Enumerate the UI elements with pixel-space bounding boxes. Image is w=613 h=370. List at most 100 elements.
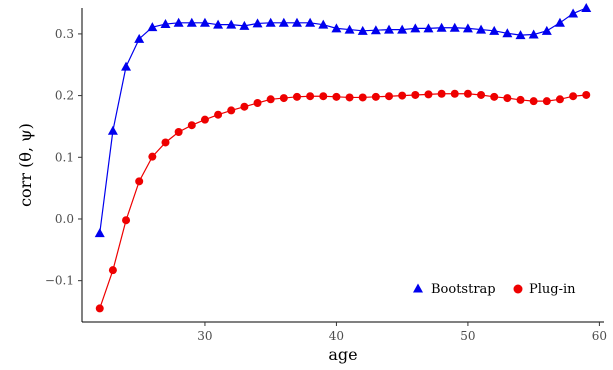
data-point-plug-in: [490, 92, 499, 101]
data-point-plug-in: [214, 110, 223, 119]
data-point-plug-in: [542, 97, 551, 106]
data-point-bootstrap: [436, 22, 447, 32]
data-point-bootstrap: [199, 17, 210, 27]
legend-plugin-circle-icon: [513, 284, 523, 294]
data-point-plug-in: [529, 97, 538, 106]
data-point-bootstrap: [173, 17, 184, 27]
data-point-bootstrap: [515, 30, 526, 40]
data-point-bootstrap: [331, 23, 342, 33]
data-point-bootstrap: [160, 19, 171, 29]
y-tick-label: −0.1: [45, 274, 74, 288]
data-point-bootstrap: [449, 22, 460, 32]
y-axis-ticks: −0.1 0.0 0.1 0.2 0.3: [45, 27, 82, 288]
data-point-plug-in: [95, 304, 104, 313]
data-point-plug-in: [385, 92, 394, 101]
data-point-plug-in: [555, 95, 564, 104]
data-point-plug-in: [398, 91, 407, 100]
legend-plugin-label: Plug-in: [529, 282, 576, 297]
data-point-bootstrap: [213, 19, 224, 29]
data-point-plug-in: [569, 92, 578, 101]
y-tick-label: 0.1: [55, 150, 74, 164]
data-point-plug-in: [463, 89, 472, 98]
data-point-plug-in: [503, 94, 512, 103]
data-point-bootstrap: [370, 25, 381, 35]
data-point-plug-in: [108, 266, 117, 275]
data-point-bootstrap: [489, 25, 500, 35]
series-line-bootstrap: [99, 7, 587, 234]
y-axis-title: corr (θ, ψ): [16, 123, 35, 207]
data-point-bootstrap: [502, 28, 513, 38]
data-point-bootstrap: [462, 23, 473, 33]
data-point-plug-in: [187, 121, 196, 130]
data-point-bootstrap: [186, 17, 197, 27]
data-point-bootstrap: [568, 8, 579, 18]
data-point-plug-in: [292, 92, 301, 101]
data-point-bootstrap: [528, 29, 539, 39]
data-point-plug-in: [332, 92, 341, 101]
series-bootstrap: [94, 3, 592, 238]
data-point-plug-in: [174, 127, 183, 136]
data-point-plug-in: [424, 90, 433, 99]
data-point-bootstrap: [107, 125, 118, 135]
data-point-bootstrap: [226, 19, 237, 29]
y-tick-label: 0.3: [55, 27, 74, 41]
y-tick-label: 0.2: [55, 89, 74, 103]
data-point-plug-in: [227, 106, 236, 115]
series-plug-in: [95, 89, 591, 313]
data-point-plug-in: [437, 89, 446, 98]
y-tick-label: 0.0: [55, 212, 74, 226]
data-point-bootstrap: [252, 18, 263, 28]
legend-bootstrap-triangle-icon: [413, 283, 423, 293]
legend: Bootstrap Plug-in: [413, 282, 576, 297]
x-axis-ticks: 30 40 50 60: [197, 322, 607, 343]
legend-bootstrap-label: Bootstrap: [431, 282, 496, 297]
data-point-plug-in: [477, 90, 486, 99]
data-point-plug-in: [200, 115, 209, 124]
data-point-bootstrap: [291, 17, 302, 27]
data-point-bootstrap: [265, 17, 276, 27]
data-point-plug-in: [516, 95, 525, 104]
data-point-plug-in: [148, 152, 157, 161]
data-point-plug-in: [266, 95, 275, 104]
data-point-bootstrap: [357, 25, 368, 35]
data-point-plug-in: [450, 89, 459, 98]
series-layer: [94, 3, 592, 313]
data-point-bootstrap: [305, 17, 316, 27]
data-point-plug-in: [371, 92, 380, 101]
data-point-bootstrap: [410, 23, 421, 33]
data-point-plug-in: [122, 216, 131, 225]
data-point-plug-in: [358, 93, 367, 102]
data-point-bootstrap: [476, 24, 487, 34]
data-point-bootstrap: [554, 17, 565, 27]
data-point-plug-in: [253, 99, 262, 108]
data-point-plug-in: [240, 102, 249, 111]
data-point-bootstrap: [344, 24, 355, 34]
data-point-plug-in: [306, 92, 315, 101]
data-point-bootstrap: [121, 61, 132, 71]
series-line-plug-in: [99, 93, 587, 309]
data-point-bootstrap: [239, 20, 250, 30]
data-point-bootstrap: [94, 228, 105, 238]
data-point-bootstrap: [581, 3, 592, 12]
x-tick-label: 50: [460, 329, 475, 343]
data-point-plug-in: [411, 90, 420, 99]
data-point-plug-in: [279, 94, 288, 103]
data-point-bootstrap: [134, 33, 145, 43]
data-point-bootstrap: [147, 22, 158, 32]
data-point-plug-in: [135, 177, 144, 186]
data-point-plug-in: [345, 93, 354, 102]
data-point-bootstrap: [318, 19, 329, 29]
data-point-plug-in: [582, 90, 591, 99]
x-tick-label: 40: [329, 329, 344, 343]
x-tick-label: 30: [197, 329, 212, 343]
data-point-bootstrap: [423, 23, 434, 33]
x-axis-title: age: [328, 345, 357, 364]
data-point-bootstrap: [278, 17, 289, 27]
data-point-bootstrap: [541, 25, 552, 35]
data-point-plug-in: [161, 138, 170, 147]
x-tick-label: 60: [592, 329, 607, 343]
data-point-bootstrap: [384, 24, 395, 34]
data-point-plug-in: [319, 92, 328, 101]
data-point-bootstrap: [397, 24, 408, 34]
